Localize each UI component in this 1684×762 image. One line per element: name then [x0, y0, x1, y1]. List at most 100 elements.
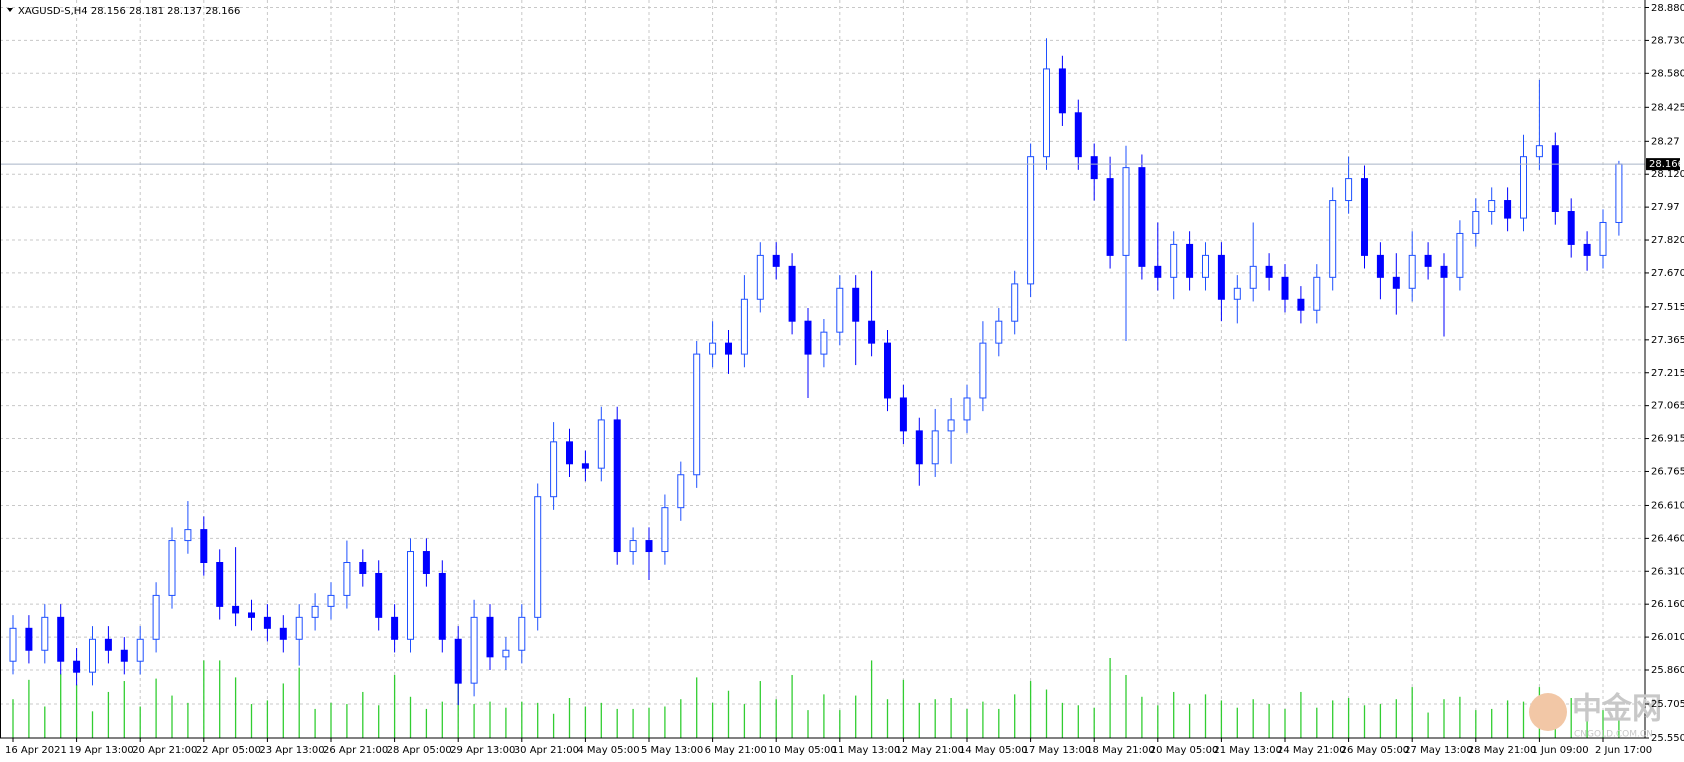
candle-body	[756, 254, 764, 300]
candle-body	[1074, 112, 1082, 158]
candle-body	[1424, 254, 1432, 267]
candle-body	[581, 463, 589, 469]
x-tick-label: 10 May 05:00	[768, 745, 837, 756]
y-tick-label: 28.580	[1651, 68, 1684, 79]
y-tick-label: 26.010	[1651, 632, 1684, 643]
candle-body	[263, 616, 271, 629]
price-label-box	[1646, 158, 1680, 171]
x-tick-label: 21 May 13:00	[1213, 745, 1282, 756]
candle-body	[1440, 265, 1448, 278]
candle-body	[391, 616, 399, 640]
candle-body	[613, 419, 621, 553]
candle-body	[486, 616, 494, 658]
candle-body	[1345, 178, 1353, 202]
y-tick-label: 28.730	[1651, 35, 1684, 46]
candle-body	[1122, 167, 1130, 256]
candle-body	[995, 320, 1003, 344]
x-tick-label: 14 May 05:00	[959, 745, 1028, 756]
x-tick-label: 22 Apr 05:00	[196, 745, 261, 756]
candle-body	[1154, 265, 1162, 278]
y-tick-label: 25.550	[1651, 733, 1684, 744]
candle-body	[1058, 68, 1066, 114]
candle-body	[1313, 276, 1321, 311]
candle-body	[57, 616, 65, 662]
watermark-sub: CNGOLD.COM.CN	[1574, 730, 1653, 740]
candle-body	[979, 342, 987, 399]
y-tick-label: 27.215	[1651, 368, 1684, 379]
candle-body	[1408, 254, 1416, 289]
candle-body	[852, 287, 860, 322]
candle-body	[1329, 200, 1337, 278]
x-tick-label: 20 Apr 21:00	[132, 745, 197, 756]
candle-body	[1106, 178, 1114, 256]
y-tick-label: 28.27	[1651, 136, 1680, 147]
candle-body	[1361, 178, 1368, 256]
x-tick-label: 2 Jun 17:00	[1595, 745, 1652, 756]
candle-body	[693, 353, 701, 476]
candle-body	[772, 254, 780, 267]
y-tick-label: 27.97	[1651, 202, 1680, 213]
y-tick-label: 26.915	[1651, 434, 1684, 445]
candle-body	[899, 397, 907, 432]
candle-body	[740, 298, 748, 355]
candle-body	[677, 474, 685, 509]
x-tick-label: 29 Apr 13:00	[450, 745, 515, 756]
candle-body	[1011, 283, 1019, 322]
watermark-logo	[1529, 693, 1567, 731]
candle-body	[661, 507, 669, 553]
y-tick-label: 28.425	[1651, 102, 1684, 113]
candle-body	[407, 551, 414, 640]
y-tick-label: 28.880	[1651, 3, 1684, 14]
candle-body	[1615, 163, 1623, 223]
candle-body	[248, 612, 255, 618]
candle-body	[41, 616, 49, 651]
candle-body	[168, 540, 176, 596]
candle-body	[1233, 287, 1241, 300]
candle-body	[788, 265, 796, 322]
candle-body	[89, 638, 96, 673]
y-tick-label: 27.820	[1651, 235, 1684, 246]
candle-body	[73, 660, 81, 673]
candle-body	[1551, 145, 1559, 213]
candle-body	[1265, 265, 1273, 278]
candle-body	[947, 419, 955, 432]
x-tick-label: 17 May 13:00	[1023, 745, 1092, 756]
y-tick-label: 26.765	[1651, 466, 1684, 477]
candle-body	[963, 397, 971, 421]
candle-body	[454, 638, 462, 684]
candle-body	[868, 320, 876, 344]
candle-body	[566, 441, 573, 465]
candle-body	[1392, 276, 1400, 289]
candle-body	[1027, 156, 1035, 285]
candle-body	[359, 562, 367, 574]
x-tick-label: 11 May 13:00	[832, 745, 901, 756]
x-tick-label: 30 Apr 21:00	[514, 745, 579, 756]
candle-body	[311, 605, 319, 618]
candle-body	[836, 287, 844, 333]
x-tick-label: 26 Apr 21:00	[323, 745, 388, 756]
y-tick-label: 27.365	[1651, 335, 1684, 346]
candle-body	[820, 331, 828, 355]
candle-body	[120, 649, 128, 662]
candle-body	[422, 551, 430, 574]
x-tick-label: 16 Apr 2021	[5, 745, 67, 756]
candle-body	[1249, 265, 1257, 289]
candle-body	[216, 562, 224, 607]
candle-layer	[0, 38, 1645, 706]
candle-body	[232, 605, 240, 614]
y-tick-label: 26.610	[1651, 500, 1684, 511]
x-tick-label: 23 Apr 13:00	[259, 745, 324, 756]
candle-body	[375, 572, 383, 618]
candle-body	[1090, 156, 1098, 180]
candle-body	[1281, 276, 1289, 300]
candle-body	[1504, 200, 1512, 219]
candle-body	[518, 616, 526, 651]
candle-body	[184, 529, 192, 542]
x-tick-label: 4 May 05:00	[577, 745, 639, 756]
watermark: 中金网 CNGOLD.COM.CN	[1529, 692, 1662, 740]
candle-body	[1599, 221, 1607, 256]
watermark-text: 中金网	[1572, 692, 1662, 727]
candle-body	[295, 616, 303, 640]
